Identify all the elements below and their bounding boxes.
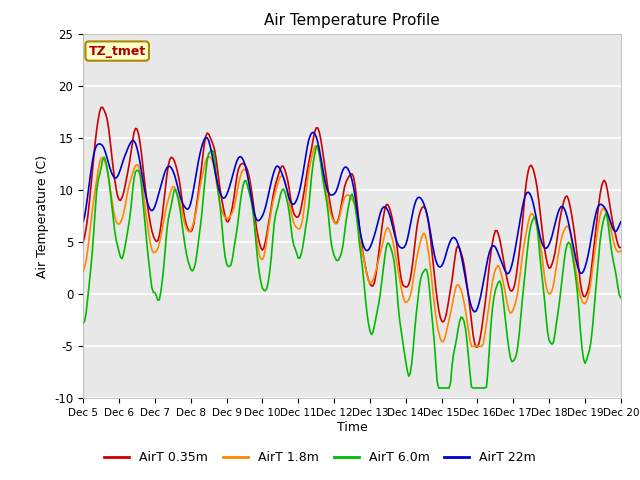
- X-axis label: Time: Time: [337, 421, 367, 434]
- Title: Air Temperature Profile: Air Temperature Profile: [264, 13, 440, 28]
- Text: TZ_tmet: TZ_tmet: [88, 45, 146, 58]
- Y-axis label: Air Temperature (C): Air Temperature (C): [36, 155, 49, 277]
- Legend: AirT 0.35m, AirT 1.8m, AirT 6.0m, AirT 22m: AirT 0.35m, AirT 1.8m, AirT 6.0m, AirT 2…: [99, 446, 541, 469]
